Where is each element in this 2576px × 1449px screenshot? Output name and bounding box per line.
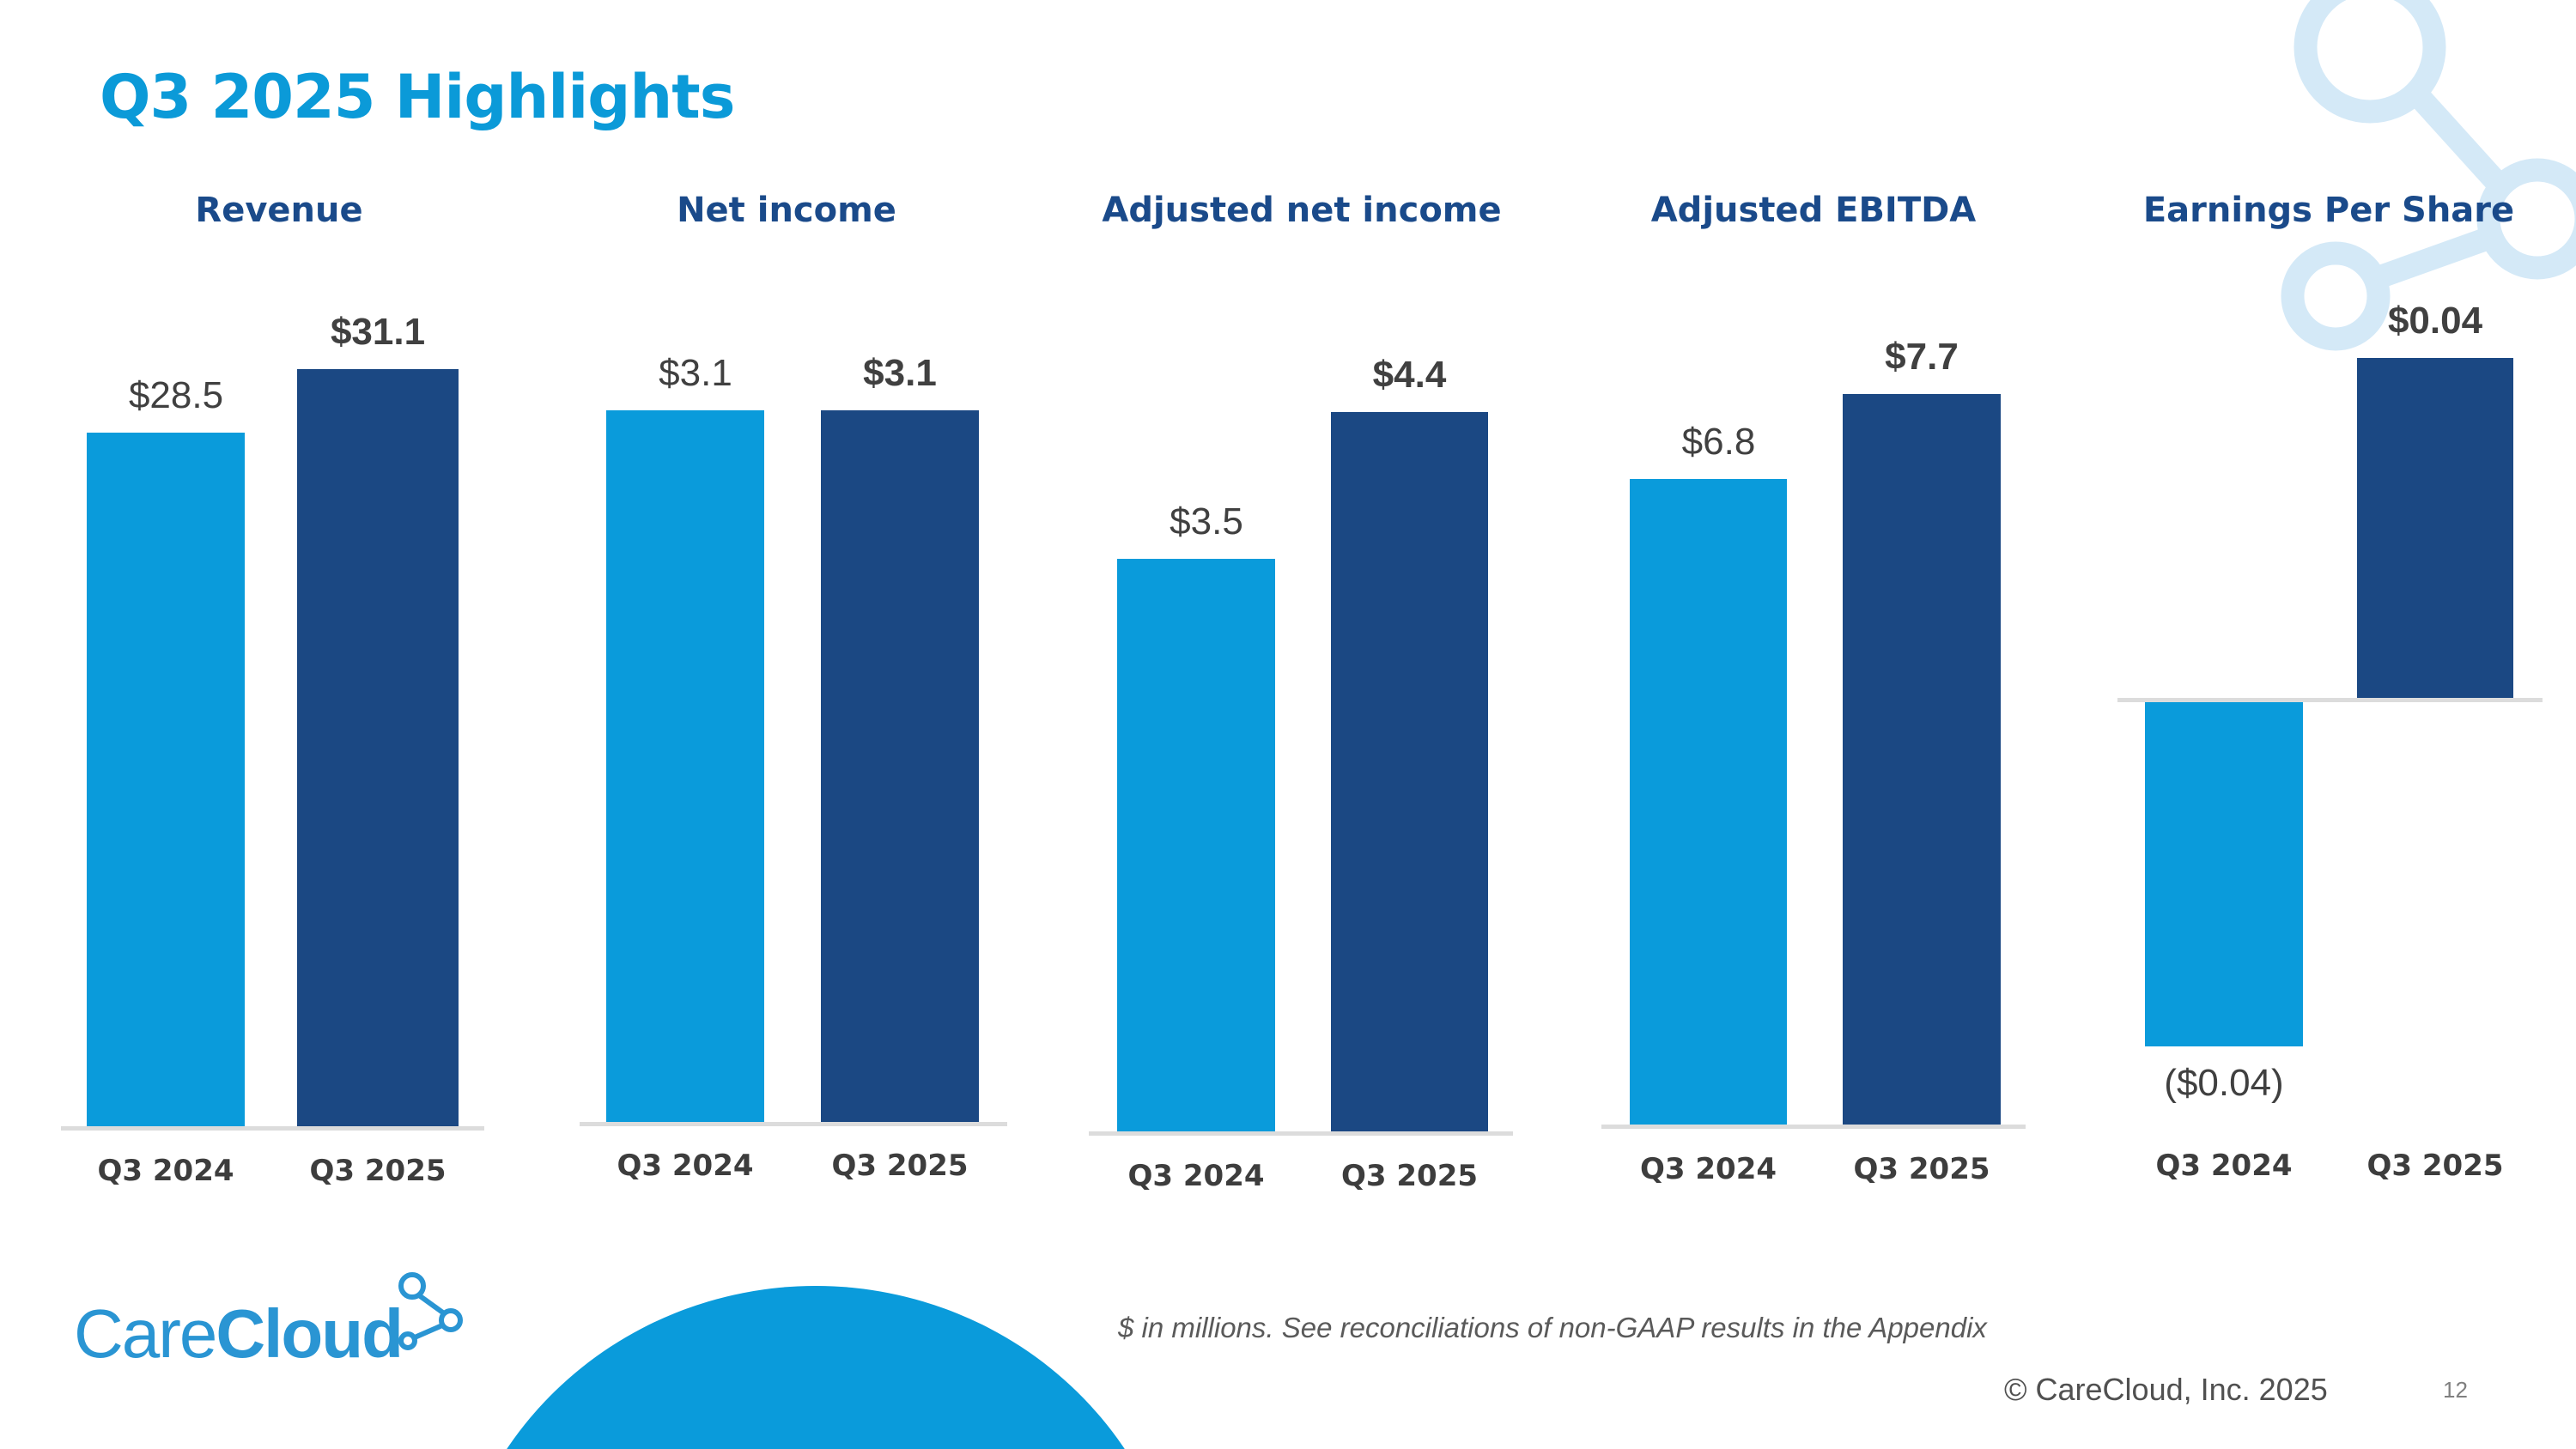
data-label: $31.1	[330, 311, 426, 353]
chart-title: Net income	[677, 191, 896, 230]
chart-title: Earnings Per Share	[2142, 191, 2515, 230]
carecloud-logo-icon	[398, 1272, 463, 1350]
data-label: $3.5	[1170, 500, 1243, 543]
bar-q3-2024[interactable]	[1117, 559, 1275, 1131]
bar-q3-2025[interactable]	[1331, 412, 1488, 1131]
category-label: Q3 2024	[2155, 1149, 2293, 1183]
bar-q3-2025[interactable]	[1843, 394, 2001, 1125]
data-label: $4.4	[1372, 354, 1447, 396]
copyright-text: © CareCloud, Inc. 2025	[2004, 1372, 2328, 1407]
carecloud-logo[interactable]: CareCloud	[74, 1294, 404, 1373]
category-label: Q3 2025	[2366, 1149, 2504, 1183]
chart-title: Adjusted EBITDA	[1650, 191, 1977, 230]
data-label: $6.8	[1681, 421, 1756, 464]
page-title: Q3 2025 Highlights	[100, 62, 735, 132]
bar-q3-2024[interactable]	[87, 432, 245, 1126]
category-label: Q3 2024	[617, 1149, 754, 1183]
data-label: $28.5	[128, 373, 224, 416]
category-label: Q3 2024	[1639, 1152, 1777, 1186]
category-label: Q3 2024	[1127, 1159, 1265, 1193]
logo-text-care: Care	[74, 1295, 217, 1372]
data-label: $3.1	[659, 352, 732, 394]
category-label: Q3 2025	[831, 1149, 969, 1183]
x-axis-line	[1601, 1125, 2026, 1129]
category-label: Q3 2025	[1853, 1152, 1990, 1186]
chart-title: Revenue	[195, 191, 363, 230]
bar-q3-2025[interactable]	[2357, 358, 2513, 698]
x-axis-line	[580, 1122, 1007, 1126]
chart-title: Adjusted net income	[1102, 191, 1502, 230]
bar-q3-2025[interactable]	[821, 410, 979, 1122]
category-label: Q3 2024	[97, 1154, 234, 1188]
bar-q3-2025[interactable]	[297, 369, 459, 1126]
category-label: Q3 2025	[1340, 1159, 1479, 1193]
page-number: 12	[2443, 1377, 2468, 1403]
bar-q3-2024[interactable]	[2145, 702, 2303, 1046]
x-axis-line	[1089, 1131, 1513, 1136]
footnote: $ in millions. See reconciliations of no…	[1118, 1312, 1987, 1343]
data-label: $0.04	[2387, 300, 2483, 342]
data-label: $3.1	[863, 352, 937, 394]
data-label: $7.7	[1885, 336, 1959, 378]
data-label: ($0.04)	[2164, 1062, 2284, 1104]
decorative-semicircle	[507, 1286, 1125, 1449]
logo-text-cloud: Cloud	[216, 1295, 404, 1372]
bar-q3-2024[interactable]	[606, 410, 764, 1122]
x-axis-line	[2117, 698, 2543, 702]
bar-q3-2024[interactable]	[1630, 479, 1787, 1125]
network-nodes-decoration-icon	[2281, 0, 2576, 351]
x-axis-line	[61, 1126, 484, 1131]
category-label: Q3 2025	[309, 1154, 447, 1188]
